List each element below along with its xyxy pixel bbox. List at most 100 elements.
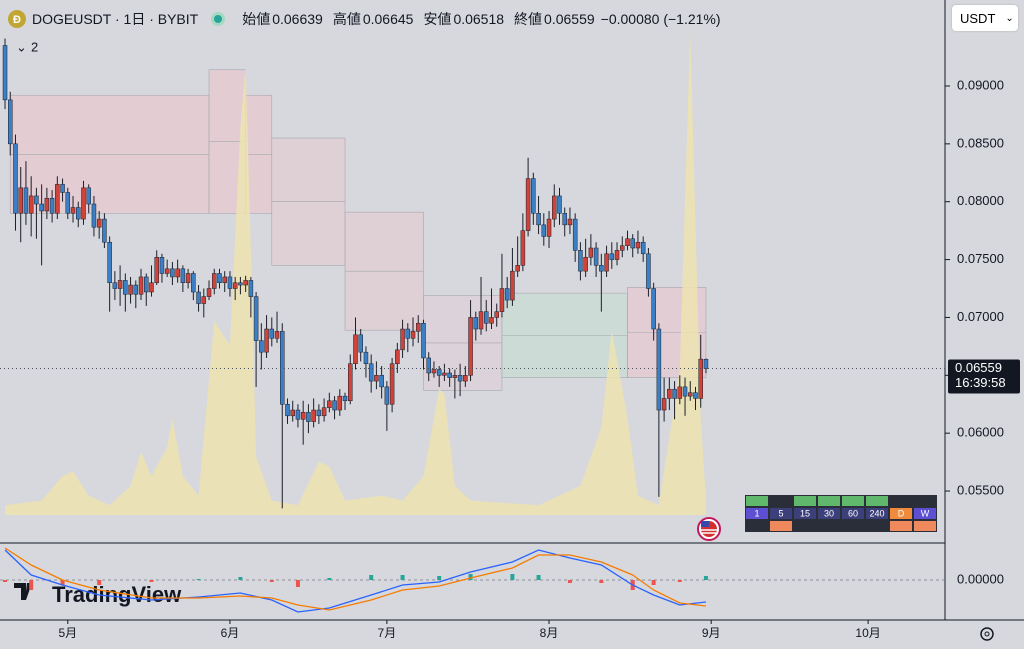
candle-body <box>442 372 447 376</box>
candle-body <box>531 178 536 214</box>
market-status[interactable] <box>210 11 226 27</box>
candle-body <box>358 334 363 353</box>
macd-hist-bar <box>400 575 405 580</box>
candle-body <box>123 280 128 295</box>
settings-gear[interactable] <box>980 627 994 641</box>
mtf-cell <box>770 508 792 519</box>
candle-body <box>133 284 139 295</box>
mtf-label: 60 <box>848 508 858 518</box>
candle-body <box>206 288 212 297</box>
candle-body <box>677 386 683 399</box>
candle-body <box>149 282 154 293</box>
macd-hist-bar <box>196 579 201 580</box>
macd-hist-bar <box>369 575 374 580</box>
candle-body <box>96 218 102 228</box>
candle-body <box>515 265 520 272</box>
candle-body <box>311 409 316 422</box>
candle-body <box>102 218 107 243</box>
candle-body <box>494 311 499 318</box>
mtf-cell <box>794 508 816 519</box>
candle-body <box>28 195 34 214</box>
candle-body <box>489 317 494 324</box>
candle-body <box>463 375 468 382</box>
candle-body <box>201 296 207 304</box>
candle-body <box>374 375 379 382</box>
candle-body <box>316 409 322 417</box>
macd-hist-bar <box>599 580 604 583</box>
candle-body <box>264 328 269 353</box>
candle-body <box>400 328 405 351</box>
candle-body <box>363 351 369 364</box>
candle-body <box>452 375 458 378</box>
candle-body <box>65 192 71 214</box>
x-tick-label: 10月 <box>855 626 880 640</box>
symbol-icon: Ð <box>8 10 26 28</box>
candle-body <box>688 392 693 397</box>
main-pane <box>5 30 707 515</box>
candle-body <box>630 238 635 249</box>
candle-body <box>55 184 60 214</box>
candle-body <box>447 372 452 378</box>
candle-body <box>703 358 709 369</box>
candle-body <box>285 403 290 417</box>
candle-body <box>306 412 311 422</box>
candle-body <box>672 388 677 399</box>
symbol[interactable]: DOGEUSDT · 1日 · BYBIT <box>32 11 199 27</box>
candle-body <box>599 265 604 272</box>
y-tick-label: 0.06000 <box>957 425 1004 440</box>
macd-hist-bar <box>238 577 243 580</box>
economic-event-icon[interactable] <box>697 517 721 541</box>
candle-body <box>426 357 431 374</box>
candle-body <box>196 291 201 304</box>
mtf-cell-top <box>818 496 840 506</box>
candle-body <box>248 280 254 297</box>
mtf-label: 5 <box>778 508 783 518</box>
candle-body <box>327 400 332 408</box>
candle-body <box>332 400 337 411</box>
candle-body <box>620 245 625 251</box>
macd-hist-bar <box>703 576 708 580</box>
last-price-label: 0.06559 <box>955 360 1002 375</box>
candle-body <box>138 276 144 295</box>
candle-body <box>34 195 39 205</box>
mtf-cell <box>746 508 768 519</box>
candle-body <box>609 253 615 260</box>
candle-body <box>144 276 149 293</box>
y-tick-label: 0.08500 <box>957 135 1004 150</box>
last-price-box <box>948 359 1020 394</box>
signal-line <box>4 547 707 611</box>
macd-hist-bar <box>149 580 154 582</box>
candle-body <box>232 282 238 289</box>
indicator-toggle[interactable]: ⌄ <box>16 39 27 54</box>
candle-body <box>656 328 662 411</box>
candle-body <box>635 241 641 249</box>
candle-body <box>117 280 123 289</box>
candle-body <box>269 328 275 339</box>
mtf-cell-top <box>866 496 888 506</box>
candle-body <box>604 253 609 272</box>
candle-body <box>112 282 118 289</box>
candle-body <box>91 203 97 228</box>
candle-body <box>76 207 81 220</box>
currency-select[interactable]: USDT ⌄ <box>952 5 1018 31</box>
candle-body <box>300 412 306 420</box>
candle-body <box>164 268 170 274</box>
candle-body <box>379 375 384 388</box>
candle-body <box>81 187 86 220</box>
macd-hist-bar <box>536 575 541 580</box>
candle-body <box>175 268 180 278</box>
candle-body <box>128 284 133 295</box>
candle-body <box>546 218 552 237</box>
candle-body <box>520 230 526 266</box>
candle-body <box>395 349 400 364</box>
macd-hist-bar <box>29 580 34 590</box>
currency: USDT <box>960 10 996 26</box>
macd-hist-bar <box>468 574 473 580</box>
candle-body <box>651 288 656 330</box>
candle-body <box>468 317 473 376</box>
macd-hist-bar <box>677 580 682 582</box>
macd-hist-bar <box>651 580 656 585</box>
mtf-cell-bottom <box>914 521 936 531</box>
